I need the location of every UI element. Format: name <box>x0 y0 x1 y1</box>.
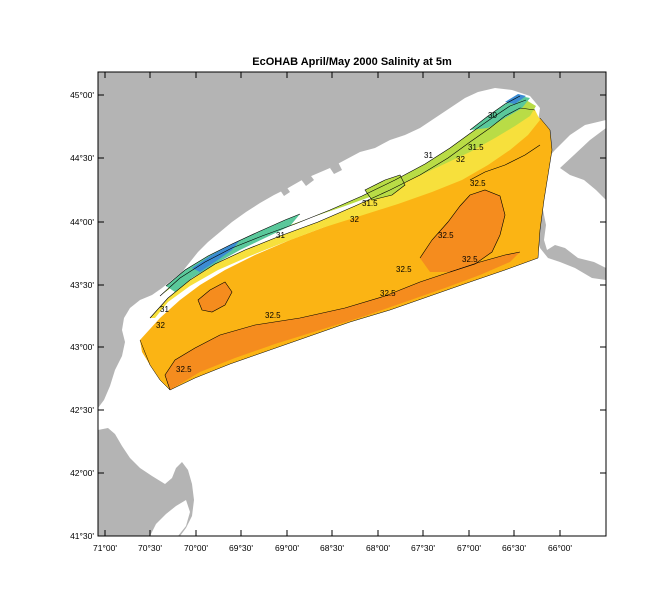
band-above-32-5-west <box>198 282 232 312</box>
lat-label: 43°00' <box>70 342 94 352</box>
tick-marks <box>98 72 606 537</box>
contour-label: 31 <box>160 305 169 314</box>
contour-label: 32.5 <box>265 311 281 320</box>
lat-label: 44°00' <box>70 217 94 227</box>
contour-label: 32 <box>350 215 359 224</box>
map-frame <box>97 71 607 537</box>
lon-label: 71°00' <box>93 543 117 553</box>
contour-label: 31.5 <box>468 143 484 152</box>
contour-label: 32 <box>456 155 465 164</box>
band-30-to-31 <box>166 96 530 292</box>
lon-label: 66°30' <box>502 543 526 553</box>
contour-label: 32.5 <box>462 255 478 264</box>
survey-boundary <box>139 117 553 391</box>
land-cape-cod <box>98 428 194 536</box>
lat-label: 42°00' <box>70 468 94 478</box>
band-31-to-31-5-inner <box>365 175 405 200</box>
contour-label: 31 <box>424 151 433 160</box>
contour-label: 31.5 <box>362 199 378 208</box>
lat-label: 43°30' <box>70 280 94 290</box>
contour-label: 32.5 <box>380 289 396 298</box>
lon-label: 70°30' <box>138 543 162 553</box>
lon-label: 69°30' <box>229 543 253 553</box>
lat-label: 44°30' <box>70 153 94 163</box>
contour-lines <box>149 95 541 391</box>
lon-label: 68°00' <box>366 543 390 553</box>
salinity-field <box>139 94 553 391</box>
contour-label: 32 <box>156 321 165 330</box>
lat-label: 41°30' <box>70 531 94 541</box>
contour-label: 32.5 <box>176 365 192 374</box>
land-cape-cod-outer <box>150 500 190 536</box>
lon-label: 67°30' <box>411 543 435 553</box>
lon-label: 70°00' <box>184 543 208 553</box>
contour-label: 32.5 <box>470 179 486 188</box>
lon-label: 66°00' <box>548 543 572 553</box>
band-32-to-32-5 <box>140 118 552 390</box>
map-title: EcOHAB April/May 2000 Salinity at 5m <box>252 56 452 68</box>
band-above-32-5-south <box>165 252 520 390</box>
lon-label: 68°30' <box>320 543 344 553</box>
contour-label: 32.5 <box>396 265 412 274</box>
contour-label-group: 32.5 32.5 32.5 32.5 32.5 32.5 32 32 32 3… <box>156 111 497 374</box>
contour-label: 32.5 <box>438 231 454 240</box>
lon-label: 67°00' <box>457 543 481 553</box>
latitude-labels: 45°00' 44°30' 44°00' 43°30' 43°00' 42°30… <box>70 90 94 541</box>
contour-label: 31 <box>276 231 285 240</box>
contour-label: 30 <box>488 111 497 120</box>
longitude-labels: 71°00' 70°30' 70°00' 69°30' 69°00' 68°30… <box>93 543 572 553</box>
lat-label: 42°30' <box>70 405 94 415</box>
band-above-32-5-east <box>420 190 505 272</box>
land-maine-coast <box>98 72 606 408</box>
lon-label: 69°00' <box>275 543 299 553</box>
band-31-5-to-32 <box>150 108 540 318</box>
land-nova-scotia <box>560 128 606 200</box>
land-islands <box>280 162 342 196</box>
band-below-30 <box>192 94 526 272</box>
lat-label: 45°00' <box>70 90 94 100</box>
